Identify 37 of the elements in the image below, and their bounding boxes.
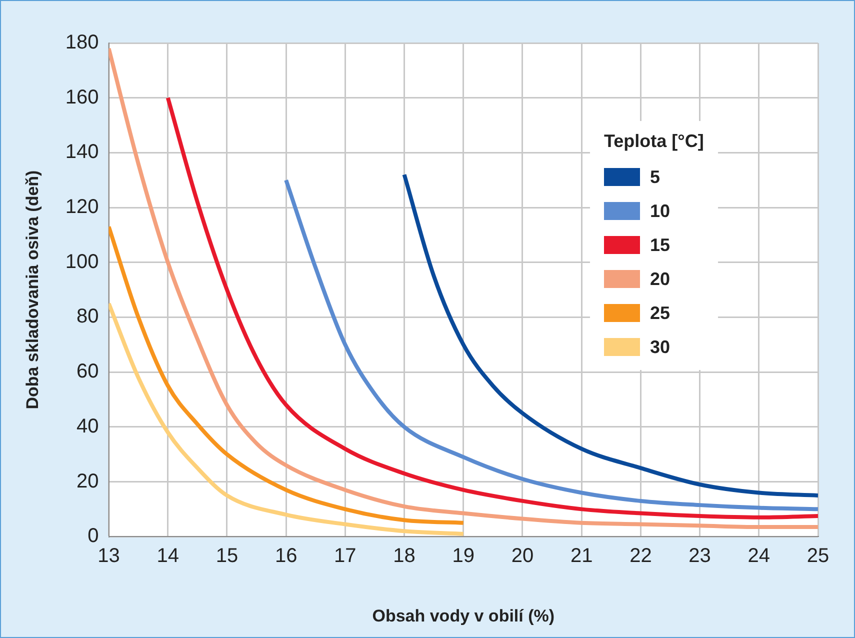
line-series bbox=[108, 224, 466, 525]
legend-title: Teplota [°C] bbox=[604, 131, 704, 152]
y-tick-label: 0 bbox=[88, 525, 99, 548]
x-tick-label: 16 bbox=[274, 545, 298, 568]
y-tick-label: 40 bbox=[76, 415, 99, 438]
x-axis-title: Obsah vody v obilí (%) bbox=[372, 606, 555, 626]
x-tick-label: 17 bbox=[334, 545, 356, 568]
y-axis-title: Doba skladovania osiva (deň) bbox=[22, 170, 42, 410]
x-tick-label: 25 bbox=[806, 545, 830, 568]
legend-label: 15 bbox=[650, 234, 670, 256]
x-tick-label: 23 bbox=[688, 545, 711, 568]
x-tick-label: 13 bbox=[98, 545, 120, 568]
x-tick-label: 14 bbox=[156, 545, 179, 568]
y-tick-label: 100 bbox=[65, 250, 99, 273]
legend-label: 25 bbox=[650, 302, 670, 324]
y-tick-label: 60 bbox=[76, 360, 99, 383]
y-tick-label: 80 bbox=[76, 306, 99, 328]
x-tick-label: 22 bbox=[630, 545, 652, 568]
x-tick-label: 15 bbox=[216, 545, 238, 568]
y-tick-label: 140 bbox=[65, 141, 99, 164]
x-tick-label: 19 bbox=[452, 545, 475, 568]
y-tick-label: 180 bbox=[65, 32, 99, 54]
x-tick-label: 20 bbox=[511, 545, 534, 568]
x-tick-label: 24 bbox=[748, 545, 770, 568]
x-tick-label: 21 bbox=[570, 545, 593, 568]
legend-label: 5 bbox=[650, 166, 660, 188]
line-series bbox=[108, 302, 466, 536]
line-series bbox=[402, 172, 818, 498]
line-series bbox=[166, 96, 818, 520]
legend-label: 30 bbox=[650, 336, 670, 358]
x-tick-label: 18 bbox=[393, 545, 416, 568]
line-series bbox=[108, 46, 818, 529]
y-tick-label: 120 bbox=[65, 196, 99, 218]
y-tick-label: 20 bbox=[76, 470, 99, 492]
legend-label: 10 bbox=[650, 200, 670, 222]
legend-label: 20 bbox=[650, 268, 670, 290]
y-tick-label: 160 bbox=[65, 86, 99, 108]
